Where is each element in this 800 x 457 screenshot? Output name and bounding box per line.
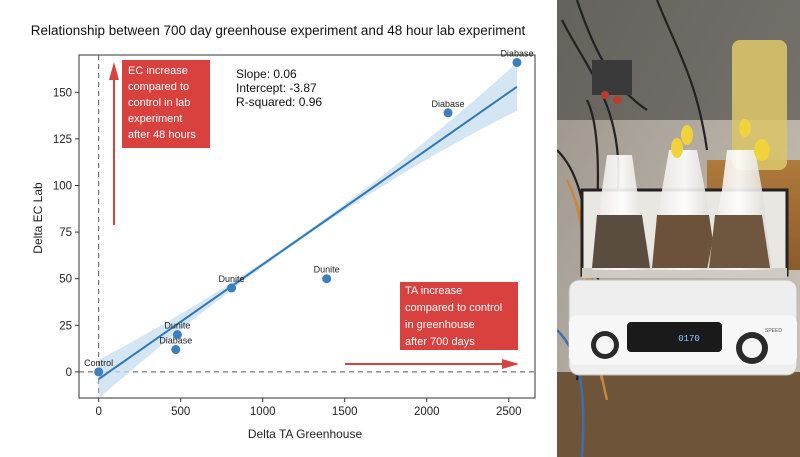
x-tick-label: 500 — [171, 406, 190, 418]
y-callout-box — [122, 60, 210, 148]
data-point — [443, 108, 453, 118]
data-point — [322, 274, 332, 284]
shaker-brand-text: SPEED — [765, 328, 782, 334]
x-callout-box — [400, 282, 518, 350]
x-tick-label: 1500 — [332, 406, 358, 418]
x-callout-text-line: compared to control — [405, 302, 502, 314]
chart-panel: Relationship between 700 day greenhouse … — [30, 23, 536, 441]
y-tick-label: 150 — [53, 87, 72, 99]
x-callout-text-line: in greenhouse — [405, 319, 475, 331]
x-axis-label: Delta TA Greenhouse — [248, 427, 363, 441]
x-callout-text-line: TA increase — [405, 285, 462, 297]
data-point-label: Diabase — [500, 48, 533, 58]
y-axis-label: Delta EC Lab — [31, 182, 45, 254]
data-point — [512, 57, 522, 67]
intercept-annotation: Intercept: -3.87 — [236, 81, 317, 95]
y-tick-label: 100 — [53, 180, 72, 192]
data-point — [227, 283, 237, 293]
data-point — [94, 367, 104, 377]
plot-frame — [78, 54, 536, 399]
regression-line — [98, 85, 518, 380]
slope-annotation: Slope: 0.06 — [236, 67, 297, 81]
x-callout-text-line: after 700 days — [405, 336, 475, 348]
y-callout-arrowhead — [109, 62, 119, 80]
y-tick-label: 0 — [66, 367, 72, 379]
r-squared-annotation: R-squared: 0.96 — [236, 95, 322, 109]
shaker-display-readout: 0170 — [678, 334, 700, 344]
y-callout-text-line: compared to — [128, 81, 189, 93]
y-tick-label: 75 — [59, 227, 72, 239]
x-tick-label: 0 — [95, 406, 101, 418]
data-point-label: Dunite — [314, 265, 340, 275]
data-point-label: Dunite — [164, 321, 190, 331]
y-tick-label: 125 — [53, 134, 72, 146]
y-callout-text-line: after 48 hours — [128, 129, 196, 141]
data-point — [171, 345, 181, 355]
data-point-label: Diabase — [432, 99, 465, 109]
y-callout-text-line: control in lab — [128, 97, 190, 109]
x-tick-label: 2000 — [414, 406, 440, 418]
y-tick-label: 50 — [59, 274, 72, 286]
data-point-label: Diabase — [159, 336, 192, 346]
chart-title: Relationship between 700 day greenhouse … — [31, 23, 526, 38]
data-point-label: Dunite — [219, 274, 245, 284]
lab-shaker-photo: 0170 SPEED — [557, 0, 800, 457]
scatter-chart: Relationship between 700 day greenhouse … — [31, 23, 536, 441]
data-point-label: Control — [84, 358, 113, 368]
x-tick-label: 1000 — [250, 406, 276, 418]
x-tick-label: 2500 — [496, 406, 522, 418]
y-callout-text-line: experiment — [128, 113, 182, 125]
y-tick-label: 25 — [59, 320, 72, 332]
x-callout-arrowhead — [502, 359, 519, 369]
data-point — [172, 330, 182, 340]
y-callout-text-line: EC increase — [128, 65, 188, 77]
